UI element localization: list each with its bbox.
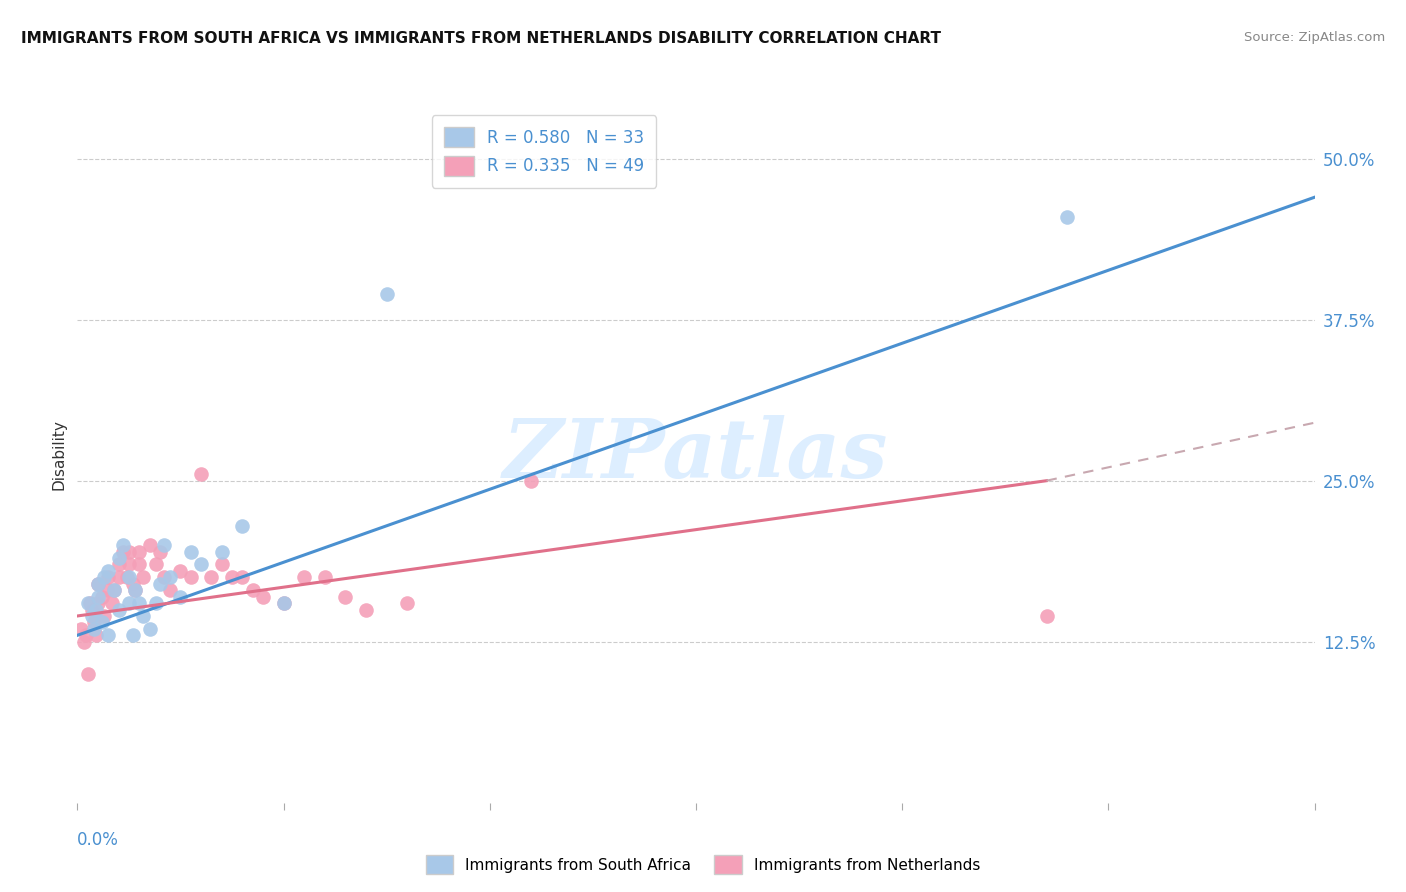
Point — [91, 590, 114, 604]
Point — [132, 609, 155, 624]
Point — [76, 596, 98, 610]
Text: Source: ZipAtlas.com: Source: ZipAtlas.com — [1244, 31, 1385, 45]
Point — [97, 570, 120, 584]
Point — [101, 596, 124, 610]
Point — [138, 622, 160, 636]
Point — [124, 583, 146, 598]
Point — [1035, 609, 1057, 624]
Point — [159, 583, 181, 598]
Point — [91, 615, 114, 630]
Point — [145, 596, 167, 610]
Point — [211, 544, 233, 558]
Point — [93, 609, 115, 624]
Point — [122, 576, 145, 591]
Point — [97, 628, 120, 642]
Point — [149, 544, 172, 558]
Point — [76, 667, 98, 681]
Point — [145, 558, 167, 572]
Point — [128, 558, 150, 572]
Point — [231, 518, 253, 533]
Point — [83, 615, 105, 630]
Point — [153, 538, 176, 552]
Point — [97, 583, 120, 598]
Point — [128, 596, 150, 610]
Point — [314, 570, 336, 584]
Point — [292, 570, 315, 584]
Point — [84, 628, 107, 642]
Point — [180, 544, 202, 558]
Text: ZIPatlas: ZIPatlas — [503, 415, 889, 495]
Point — [75, 628, 97, 642]
Point — [169, 590, 191, 604]
Point — [107, 551, 129, 566]
Point — [211, 558, 233, 572]
Point — [87, 590, 110, 604]
Point — [70, 622, 93, 636]
Text: 0.0%: 0.0% — [77, 830, 120, 848]
Point — [118, 570, 141, 584]
Point — [79, 596, 101, 610]
Point — [153, 570, 176, 584]
Point — [180, 570, 202, 584]
Legend: Immigrants from South Africa, Immigrants from Netherlands: Immigrants from South Africa, Immigrants… — [419, 849, 987, 880]
Point — [107, 558, 129, 572]
Point — [190, 558, 212, 572]
Point — [273, 596, 295, 610]
Point — [118, 596, 141, 610]
Point — [396, 596, 419, 610]
Point — [72, 634, 94, 648]
Point — [103, 583, 125, 598]
Point — [335, 590, 357, 604]
Point — [190, 467, 212, 482]
Point — [122, 628, 145, 642]
Point — [124, 583, 146, 598]
Point — [87, 576, 110, 591]
Point — [97, 564, 120, 578]
Point — [103, 583, 125, 598]
Point — [200, 570, 222, 584]
Point — [221, 570, 243, 584]
Point — [169, 564, 191, 578]
Point — [118, 558, 141, 572]
Point — [84, 602, 107, 616]
Legend: R = 0.580   N = 33, R = 0.335   N = 49: R = 0.580 N = 33, R = 0.335 N = 49 — [432, 115, 655, 187]
Point — [273, 596, 295, 610]
Point — [149, 576, 172, 591]
Point — [242, 583, 264, 598]
Point — [354, 602, 377, 616]
Point — [252, 590, 274, 604]
Point — [111, 538, 134, 552]
Y-axis label: Disability: Disability — [51, 419, 66, 491]
Point — [93, 570, 115, 584]
Point — [132, 570, 155, 584]
Point — [80, 609, 103, 624]
Point — [375, 286, 398, 301]
Point — [128, 544, 150, 558]
Point — [1056, 210, 1078, 224]
Point — [138, 538, 160, 552]
Point — [83, 622, 105, 636]
Point — [107, 602, 129, 616]
Point — [231, 570, 253, 584]
Point — [118, 544, 141, 558]
Point — [520, 474, 543, 488]
Point — [87, 576, 110, 591]
Point — [115, 570, 138, 584]
Point — [111, 544, 134, 558]
Point — [159, 570, 181, 584]
Point — [107, 570, 129, 584]
Text: IMMIGRANTS FROM SOUTH AFRICA VS IMMIGRANTS FROM NETHERLANDS DISABILITY CORRELATI: IMMIGRANTS FROM SOUTH AFRICA VS IMMIGRAN… — [21, 31, 941, 46]
Point — [87, 596, 110, 610]
Point — [80, 602, 103, 616]
